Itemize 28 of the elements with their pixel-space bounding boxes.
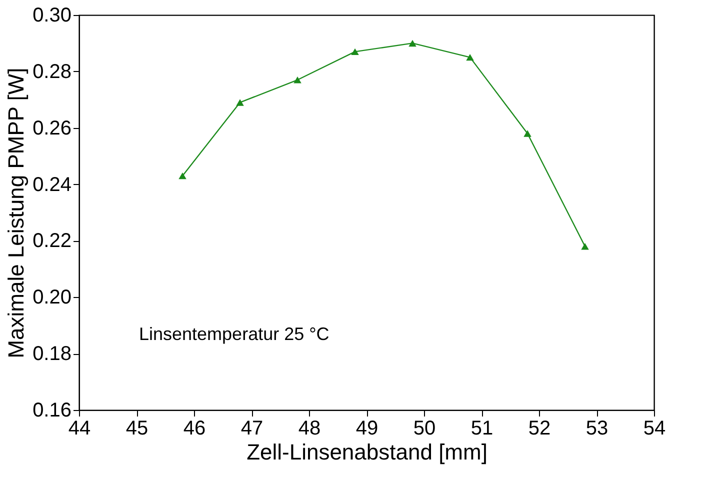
point — [581, 243, 589, 250]
y-tick-label: 0.22 — [32, 230, 72, 252]
y-tick-label: 0.24 — [32, 174, 72, 196]
x-tick-label: 49 — [356, 418, 378, 440]
point — [294, 76, 302, 84]
x-tick-label: 47 — [240, 418, 264, 440]
point — [408, 40, 416, 47]
x-tick-label: 48 — [298, 418, 321, 440]
y-tick-label: 0.26 — [32, 117, 72, 140]
point — [351, 48, 359, 56]
y-tick-label: 0.20 — [32, 286, 72, 309]
point — [236, 99, 244, 106]
point — [524, 130, 532, 137]
annotation: Linsentemperatur 25 °C — [139, 324, 330, 344]
y-tick-label: 0.18 — [32, 343, 72, 366]
x-tick-label: 52 — [528, 418, 551, 440]
y-tick-label: 0.28 — [32, 60, 72, 83]
y-axis-title: Maximale Leistung PMPP [W] — [4, 68, 29, 358]
x-tick-label: 46 — [183, 418, 206, 440]
point — [178, 172, 186, 180]
x-tick-label: 54 — [643, 418, 666, 440]
x-tick-label: 53 — [586, 418, 608, 440]
y-tick-label: 0.30 — [32, 4, 72, 26]
x-tick-label: 45 — [126, 418, 148, 440]
x-tick-label: 50 — [413, 418, 436, 440]
x-axis-title: Zell-Linsenabstand [mm] — [246, 440, 488, 464]
point — [466, 54, 474, 61]
x-tick-label: 51 — [470, 418, 494, 440]
